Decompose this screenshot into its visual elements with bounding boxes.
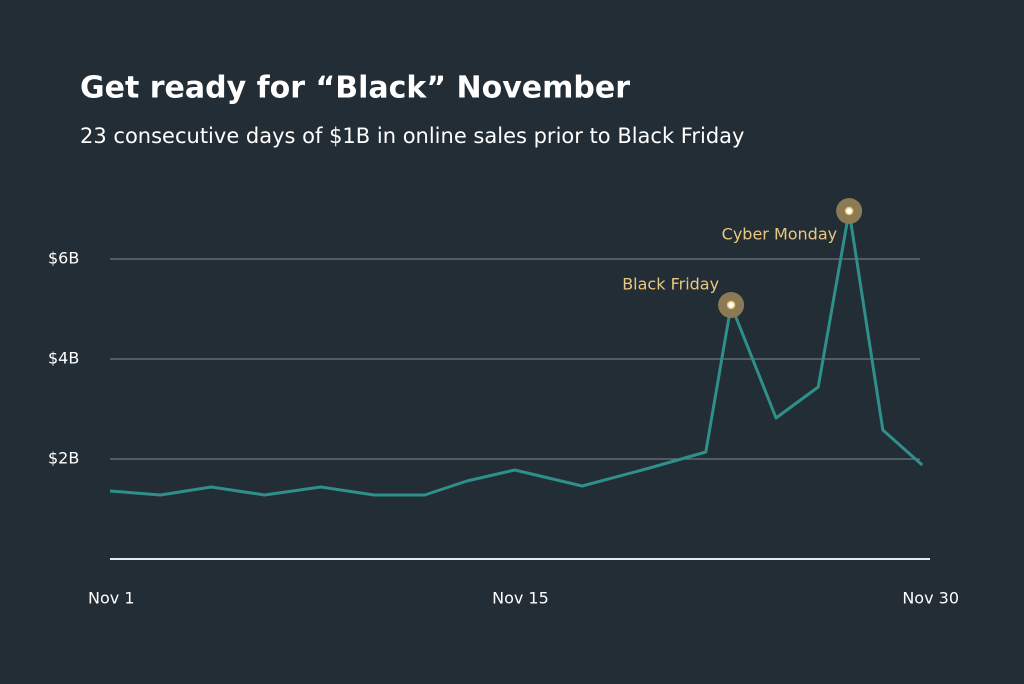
highlight-dot [844,206,854,216]
highlight-dot [726,300,736,310]
data-line [109,209,924,497]
x-tick-label: Nov 30 [902,589,959,608]
chart-subtitle: 23 consecutive days of $1B in online sal… [80,124,744,148]
x-tick-label: Nov 15 [492,589,549,608]
y-tick-label: $2B [48,449,79,468]
x-tick-label: Nov 1 [88,589,135,608]
chart-title: Get ready for “Black” November [80,71,630,106]
annotation-label: Cyber Monday [722,225,837,244]
annotation-label: Black Friday [622,275,719,294]
y-tick-label: $6B [48,249,79,268]
y-tick-label: $4B [48,349,79,368]
